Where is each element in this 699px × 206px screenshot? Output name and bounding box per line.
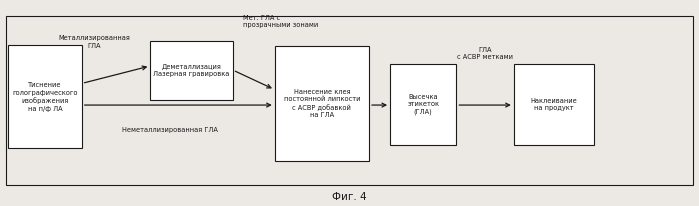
Bar xyxy=(6,16,693,185)
Bar xyxy=(514,64,594,145)
Text: ГЛА
с АСВР метками: ГЛА с АСВР метками xyxy=(457,47,513,60)
Text: Неметаллизированная ГЛА: Неметаллизированная ГЛА xyxy=(122,127,218,133)
Text: Тиснение
голографического
изображения
на п/ф ЛА: Тиснение голографического изображения на… xyxy=(13,82,78,112)
Bar xyxy=(390,64,456,145)
Text: Металлизированная
ГЛА: Металлизированная ГЛА xyxy=(59,35,130,49)
Bar xyxy=(150,41,233,100)
Bar xyxy=(8,45,82,148)
Text: Высечка
этикеток
(ГЛА): Высечка этикеток (ГЛА) xyxy=(408,94,439,115)
Bar xyxy=(275,46,369,161)
Text: Мет. ГЛА с
прозрачными зонами: Мет. ГЛА с прозрачными зонами xyxy=(243,15,319,28)
Text: Фиг. 4: Фиг. 4 xyxy=(332,192,367,202)
Text: Деметаллизация
Лазерная гравировка: Деметаллизация Лазерная гравировка xyxy=(153,64,230,77)
Text: Нанесение клея
постоянной липкости
с АСВР добавкой
на ГЛА: Нанесение клея постоянной липкости с АСВ… xyxy=(284,89,360,118)
Text: Наклеивание
на продукт: Наклеивание на продукт xyxy=(531,98,577,111)
